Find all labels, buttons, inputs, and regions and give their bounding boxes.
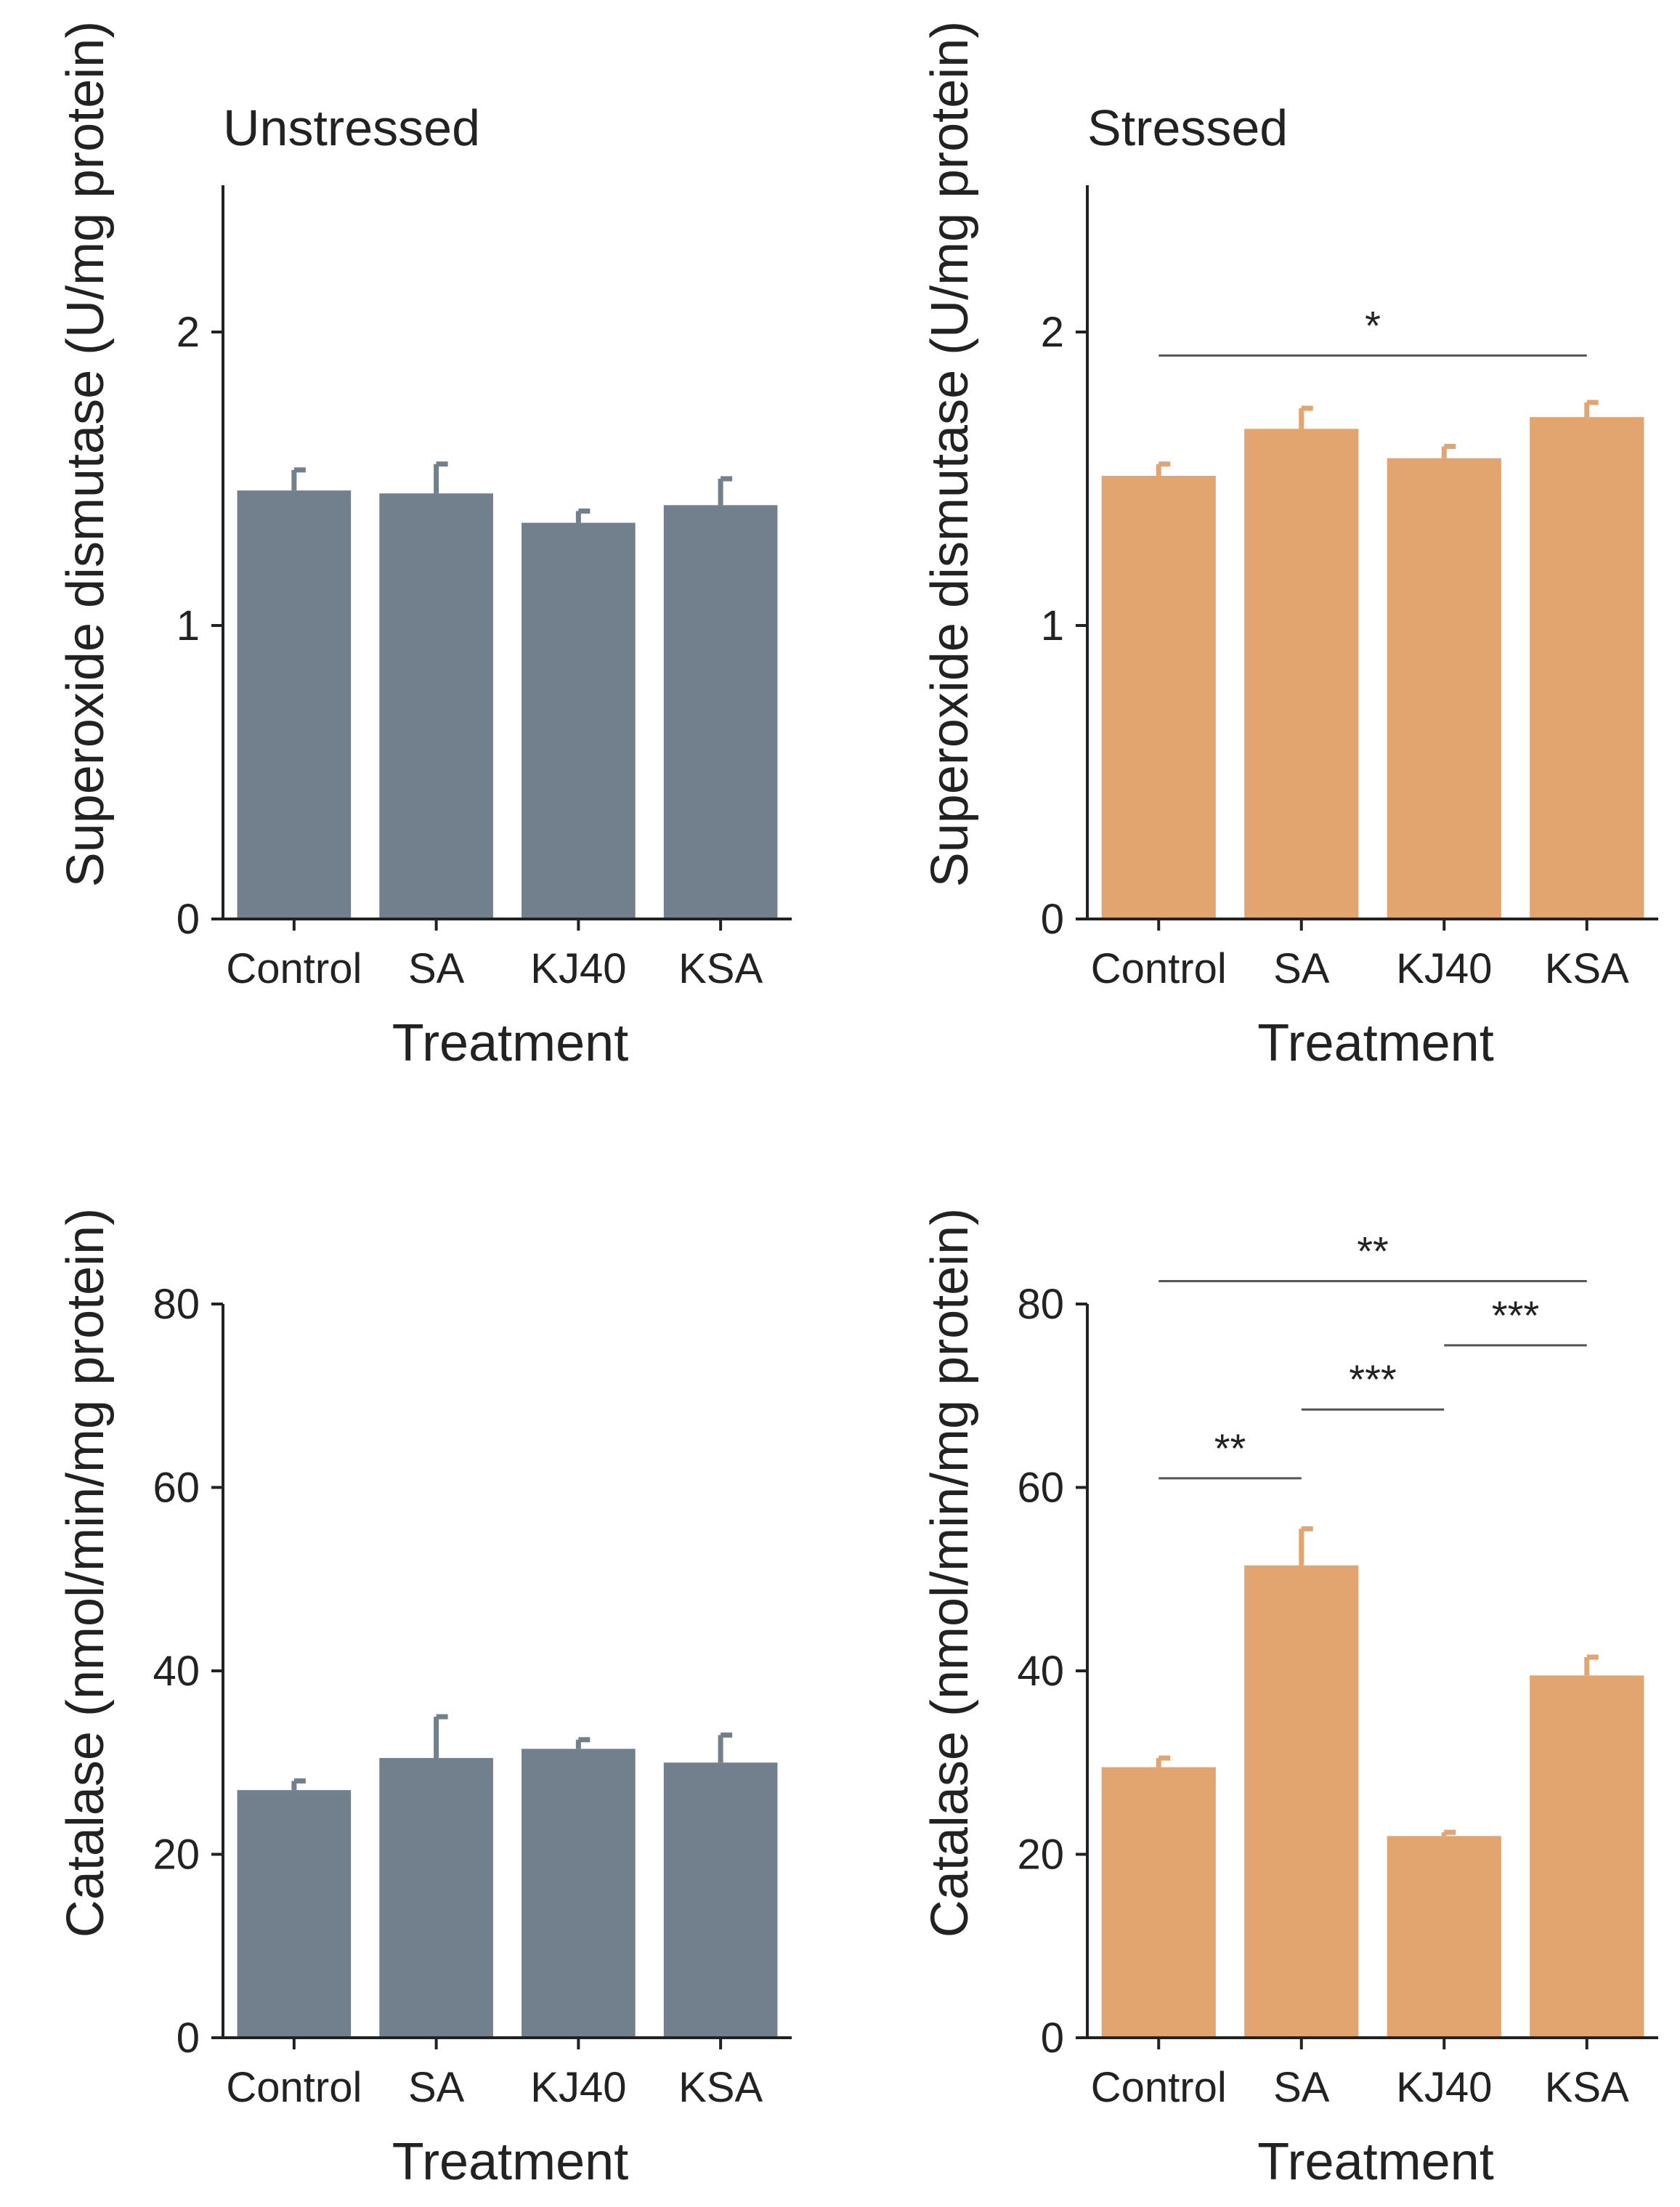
x-axis-title: Treatment xyxy=(1257,1014,1493,1072)
chart-panel-1: Unstressed 0 1 2 Control SA KJ40 KSA Treatment Su… xyxy=(57,21,792,1072)
error-bar-sa xyxy=(434,461,448,494)
x-axis-title: Treatment xyxy=(392,2133,628,2191)
y-tick-label: 20 xyxy=(153,1831,200,1879)
x-tick-label: KSA xyxy=(1545,2064,1629,2111)
x-axis-title: Treatment xyxy=(1257,2133,1493,2191)
bar-control xyxy=(237,490,352,919)
y-axis-title: Superoxide dismutase (U/mg protein) xyxy=(921,21,979,888)
x-tick-label: KSA xyxy=(678,2064,763,2111)
significance-label: * xyxy=(1365,302,1381,348)
error-bar-control xyxy=(1156,461,1171,476)
significance-label: ** xyxy=(1214,1425,1246,1471)
x-tick-label: KJ40 xyxy=(1396,2064,1492,2111)
y-tick-label: 20 xyxy=(1017,1831,1064,1879)
x-tick-label: Control xyxy=(226,2064,362,2111)
error-bar-sa xyxy=(434,1714,448,1758)
y-tick-label: 0 xyxy=(176,2014,200,2062)
chart-panel-3: 0 20 40 60 80 Control SA KJ40 KSA Treatment Catala… xyxy=(57,1208,792,2191)
y-axis-title: Catalase (nmol/min/mg protein) xyxy=(921,1208,979,1937)
bar-kj40 xyxy=(1387,458,1501,919)
bar-ksa xyxy=(1530,417,1644,919)
x-axis-title: Treatment xyxy=(392,1014,628,1072)
error-bar-ksa xyxy=(1584,1654,1599,1676)
error-bar-control xyxy=(1156,1755,1171,1767)
y-tick-label: 80 xyxy=(1017,1281,1064,1328)
significance-label: *** xyxy=(1349,1356,1396,1402)
error-bar-sa xyxy=(1299,1526,1313,1566)
x-tick-label: KJ40 xyxy=(530,945,626,992)
bar-ksa xyxy=(663,1762,778,2038)
y-tick-label: 2 xyxy=(176,309,200,356)
bar-kj40 xyxy=(522,1749,636,2038)
significance-label: ** xyxy=(1357,1228,1389,1273)
x-tick-label: KSA xyxy=(678,945,763,992)
y-tick-label: 80 xyxy=(153,1281,200,1328)
bar-kj40 xyxy=(1387,1836,1501,2038)
y-tick-label: 60 xyxy=(153,1465,200,1512)
x-tick-label: KJ40 xyxy=(530,2064,626,2111)
error-bar-kj40 xyxy=(1441,444,1456,458)
error-bar-sa xyxy=(1299,405,1313,429)
error-bar-kj40 xyxy=(575,1737,591,1749)
bar-sa xyxy=(379,1757,493,2038)
bar-ksa xyxy=(663,505,778,919)
x-tick-label: SA xyxy=(1273,2064,1330,2111)
error-bar-ksa xyxy=(718,476,733,506)
y-tick-label: 1 xyxy=(1041,602,1064,649)
error-bar-kj40 xyxy=(1441,1829,1456,1837)
error-bar-control xyxy=(291,1778,306,1791)
x-tick-label: Control xyxy=(1091,945,1227,992)
error-bar-kj40 xyxy=(575,508,591,523)
x-tick-label: SA xyxy=(408,945,465,992)
bar-control xyxy=(237,1790,352,2038)
y-axis-title: Superoxide dismutase (U/mg protein) xyxy=(57,21,115,888)
x-tick-label: SA xyxy=(1273,945,1330,992)
bar-control xyxy=(1101,1767,1216,2038)
x-tick-label: KJ40 xyxy=(1396,945,1492,992)
bar-kj40 xyxy=(522,522,636,919)
bar-sa xyxy=(1244,429,1359,919)
error-bar-ksa xyxy=(718,1732,733,1763)
x-tick-label: SA xyxy=(408,2064,465,2111)
bar-sa xyxy=(1244,1565,1359,2038)
y-tick-label: 0 xyxy=(176,896,200,943)
error-bar-ksa xyxy=(1584,400,1599,418)
y-tick-label: 2 xyxy=(1041,309,1064,356)
y-axis-title: Catalase (nmol/min/mg protein) xyxy=(57,1208,115,1937)
panel-title: Unstressed xyxy=(223,100,480,156)
y-tick-label: 0 xyxy=(1041,896,1064,943)
y-tick-label: 60 xyxy=(1017,1465,1064,1512)
bar-sa xyxy=(379,493,493,919)
x-tick-label: KSA xyxy=(1545,945,1629,992)
y-tick-label: 40 xyxy=(1017,1648,1064,1695)
x-tick-label: Control xyxy=(1091,2064,1227,2111)
error-bar-control xyxy=(291,467,306,491)
chart-panel-4: 0 20 40 60 80 Control SA KJ40 KSA Treatment Catala… xyxy=(921,1208,1658,2191)
chart-panel-2: Stressed 0 1 2 Control SA KJ40 KSA Treatment Supe… xyxy=(921,21,1658,1072)
y-tick-label: 0 xyxy=(1041,2014,1064,2062)
x-tick-label: Control xyxy=(226,945,362,992)
y-tick-label: 40 xyxy=(153,1648,200,1695)
bar-control xyxy=(1101,475,1216,919)
panel-title: Stressed xyxy=(1087,100,1288,156)
bar-ksa xyxy=(1530,1675,1644,2038)
significance-label: *** xyxy=(1492,1292,1539,1338)
y-tick-label: 1 xyxy=(176,602,200,649)
